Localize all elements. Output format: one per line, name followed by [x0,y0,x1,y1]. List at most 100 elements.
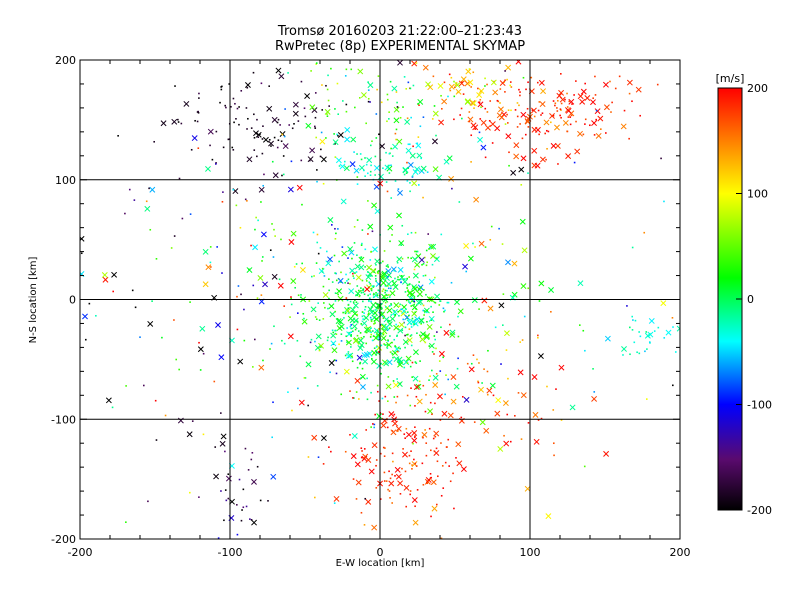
data-point-dot [447,378,450,381]
data-point-dot [486,111,489,113]
data-point-dot [367,200,369,202]
data-point-dot [382,446,385,449]
data-point-dot [386,289,388,292]
data-point-dot [380,311,383,314]
data-point-dot [568,100,571,103]
data-point-dot [367,81,369,83]
data-point-cross [428,342,435,349]
data-point-dot [360,256,362,259]
chart-title: Tromsø 20160203 21:22:00–21:23:43 [277,24,522,39]
data-point-dot [538,300,541,302]
data-point-dot [584,82,586,85]
data-point-dot [519,123,521,125]
data-point-dot [435,257,438,260]
data-point-dot [456,367,459,370]
data-point-cross [298,399,305,406]
data-point-dot [376,88,378,91]
data-point-dot [420,157,422,160]
data-point-dot [557,163,559,165]
data-point-dot [297,387,299,390]
data-point-dot [380,262,382,264]
data-point-dot [631,329,634,331]
data-point-dot [382,328,384,331]
data-point-cross [347,352,354,359]
data-point-dot [321,267,324,270]
data-point-dot [406,180,409,182]
data-point-dot [500,363,502,365]
data-point-dot [541,112,544,115]
data-point-cross [379,311,386,318]
data-point-dot [412,84,415,87]
data-point-dot [313,275,315,277]
data-point-dot [481,382,483,384]
data-point-cross [391,85,398,92]
data-point-dot [435,372,438,375]
data-point-cross [524,485,531,492]
data-point-dot [173,235,176,237]
data-point-cross [350,453,357,460]
data-point-dot [247,117,249,120]
data-point-dot [569,123,572,126]
data-point-dot [246,86,249,89]
data-point-dot [151,300,153,302]
data-point-dot [492,394,495,397]
data-point-dot [391,341,393,344]
data-point-dot [470,362,473,365]
data-point-cross [470,100,477,107]
data-point-dot [406,317,409,320]
data-point-dot [409,365,412,368]
data-point-cross [554,124,560,131]
data-point-dot [240,293,242,296]
data-point-dot [345,273,347,276]
data-point-cross [438,350,445,357]
data-point-cross [345,353,352,360]
data-point-dot [175,358,178,361]
data-point-dot [315,136,318,139]
data-point-dot [416,142,419,145]
data-point-dot [213,380,216,383]
data-point-cross [219,440,226,447]
data-point-dot [352,397,354,399]
data-point-dot [370,275,372,277]
data-point-cross [335,318,342,325]
data-point-dot [374,268,377,271]
data-point-dot [396,101,398,104]
data-point-cross [411,497,418,503]
data-point-dot [386,426,389,429]
data-point-dot [435,447,438,450]
data-point-dot [573,161,576,164]
data-point-dot [536,81,539,84]
data-point-dot [359,361,362,364]
data-point-dot [410,334,413,336]
data-point-cross [349,317,356,324]
data-point-dot [384,289,387,292]
data-point-dot [510,109,512,112]
data-point-dot [403,433,406,435]
data-point-dot [276,121,279,124]
data-point-dot [610,111,612,113]
data-point-dot [370,300,372,303]
data-point-dot [235,117,237,120]
data-point-dot [380,332,383,335]
data-point-dot [556,107,558,109]
data-point-cross [147,320,154,327]
data-point-cross [407,161,414,168]
data-point-dot [484,107,487,110]
data-point-cross [417,298,424,305]
data-point-dot [440,442,442,444]
data-point-dot [445,374,447,376]
data-point-dot [209,144,211,147]
data-point-cross [447,412,454,419]
data-point-cross [262,136,269,143]
data-point-dot [128,188,131,191]
data-point-dot [434,302,437,304]
data-point-cross [425,81,432,88]
data-point-dot [486,83,488,86]
data-point-dot [336,133,338,136]
data-point-dot [345,297,348,299]
data-point-dot [378,351,380,353]
data-point-dot [663,337,666,339]
data-point-cross [432,166,439,173]
data-point-dot [330,224,333,226]
data-point-dot [430,476,433,479]
